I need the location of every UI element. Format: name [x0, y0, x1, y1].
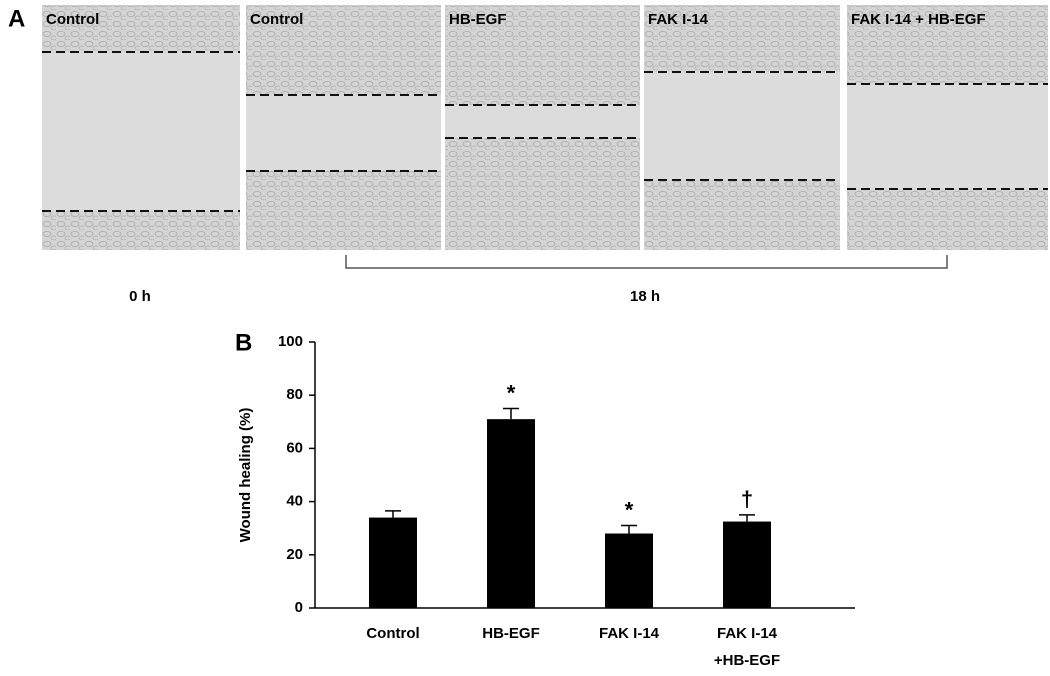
bar	[605, 533, 653, 608]
time-label: 18 h	[630, 288, 660, 305]
y-tick-label: 80	[286, 386, 303, 403]
time-label: 0 h	[129, 288, 151, 305]
bar	[723, 521, 771, 608]
x-tick-label: HB-EGF	[482, 625, 540, 642]
panel-title: HB-EGF	[449, 11, 507, 28]
y-axis-label: Wound healing (%)	[237, 408, 254, 543]
x-tick-label: Control	[366, 625, 420, 642]
y-tick-label: 100	[278, 333, 303, 350]
x-tick-label: FAK I-14	[598, 625, 659, 642]
y-tick-label: 40	[286, 493, 303, 510]
bracket	[345, 255, 948, 269]
error-bar	[739, 514, 755, 522]
panel-title: FAK I-14 + HB-EGF	[851, 11, 986, 28]
error-bar	[503, 407, 519, 420]
wound-area	[246, 95, 441, 171]
error-bar	[621, 524, 637, 534]
bar	[369, 517, 417, 608]
significance-mark: *	[507, 380, 516, 405]
y-tick-label: 0	[295, 599, 303, 616]
panel-label: A	[8, 5, 25, 32]
significance-mark: †	[741, 487, 753, 512]
significance-mark: *	[625, 497, 634, 522]
panel-label: B	[235, 329, 252, 356]
y-tick-label: 20	[286, 546, 303, 563]
panel-title: Control	[46, 11, 99, 28]
wound-area	[445, 105, 640, 138]
wound-area	[847, 84, 1048, 189]
x-tick-label: FAK I-14 +HB-EGF	[713, 625, 781, 669]
wound-area	[644, 72, 840, 180]
panel-title: Control	[250, 11, 303, 28]
wound-area	[42, 52, 240, 211]
error-bar	[385, 510, 401, 518]
panel-title: FAK I-14	[648, 11, 709, 28]
bar	[487, 419, 535, 608]
y-tick-label: 60	[286, 439, 303, 456]
